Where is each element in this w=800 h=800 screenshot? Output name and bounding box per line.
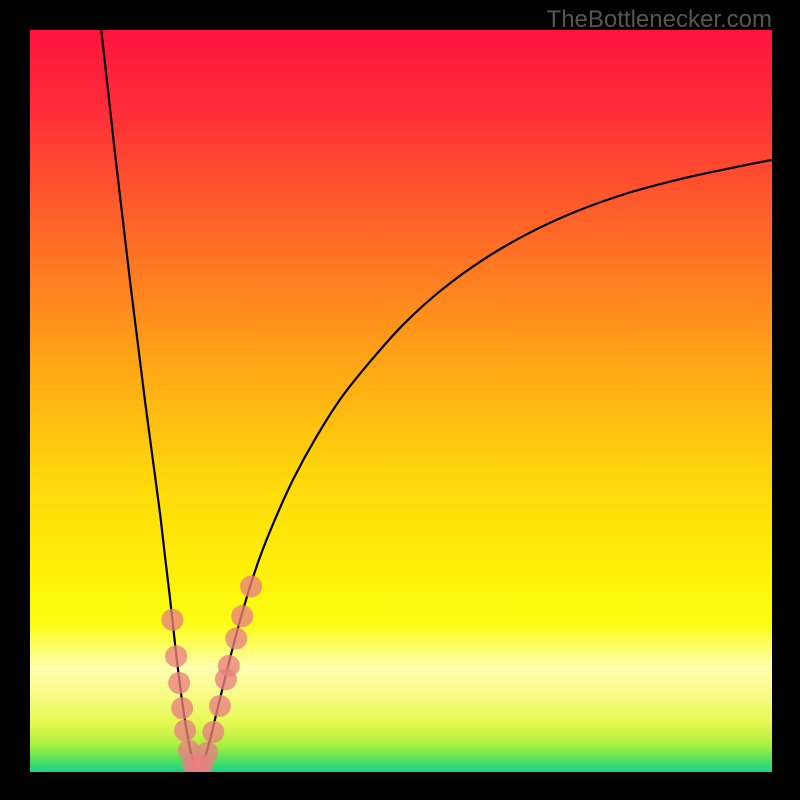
data-marker — [165, 645, 187, 667]
data-marker — [196, 742, 218, 764]
data-marker — [171, 697, 193, 719]
chart-container: TheBottlenecker.com — [0, 0, 800, 800]
data-marker — [209, 695, 231, 717]
plot-area — [30, 30, 772, 772]
data-marker — [231, 605, 253, 627]
data-marker — [161, 609, 183, 631]
watermark-text: TheBottlenecker.com — [547, 6, 772, 34]
data-marker — [240, 576, 262, 598]
data-markers — [30, 30, 772, 772]
data-marker — [174, 719, 196, 741]
data-marker — [225, 627, 247, 649]
data-marker — [218, 655, 240, 677]
data-marker — [168, 672, 190, 694]
data-marker — [202, 721, 224, 743]
